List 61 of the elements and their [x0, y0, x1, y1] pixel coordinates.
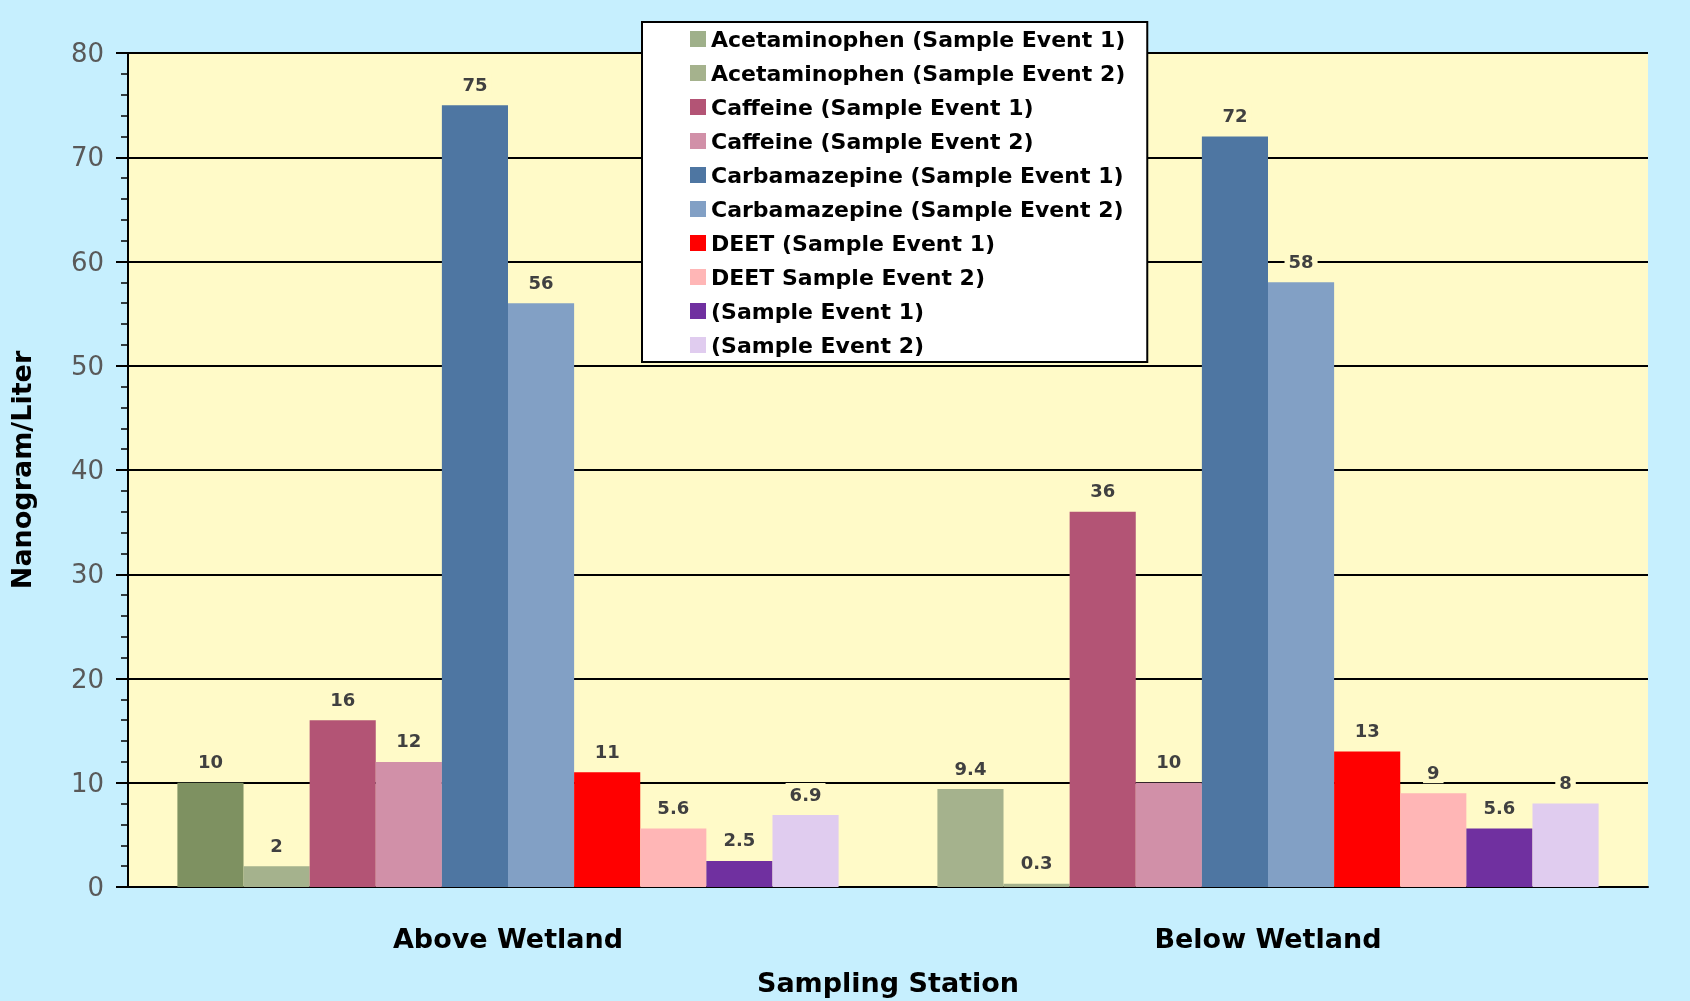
x-tick-label: Below Wetland	[1154, 923, 1382, 954]
bar	[574, 772, 641, 887]
y-tick-label: 40	[70, 455, 104, 485]
legend-label: Caffeine (Sample Event 1)	[711, 94, 1034, 120]
data-label: 8	[1559, 772, 1572, 794]
data-label: 75	[462, 73, 488, 95]
data-label: 56	[528, 271, 554, 293]
bar	[1268, 282, 1335, 887]
data-label: 10	[1156, 751, 1182, 773]
bar	[640, 828, 707, 887]
y-tick-label: 0	[87, 872, 104, 902]
data-label: 36	[1090, 480, 1116, 502]
y-tick-label: 10	[70, 767, 104, 798]
legend-label: Carbamazepine (Sample Event 2)	[711, 196, 1124, 222]
legend-label: DEET Sample Event 2)	[711, 264, 985, 290]
legend-label: Caffeine (Sample Event 2)	[711, 128, 1034, 154]
data-label: 9.4	[954, 757, 987, 779]
legend-label: (Sample Event 1)	[711, 298, 925, 324]
bar	[1466, 828, 1533, 887]
y-tick-label: 30	[70, 559, 104, 590]
data-label: 9	[1427, 761, 1440, 783]
data-label: 58	[1288, 250, 1314, 272]
bar	[772, 815, 839, 887]
bar	[309, 720, 376, 887]
data-label: 6.9	[789, 783, 822, 805]
data-label: 0.3	[1020, 852, 1053, 874]
bar	[706, 860, 773, 887]
legend-label: Carbamazepine (Sample Event 1)	[711, 162, 1124, 188]
x-axis-title: Sampling Station	[756, 967, 1020, 998]
data-label: 5.6	[1483, 797, 1516, 819]
y-tick-label: 20	[70, 663, 104, 694]
data-label: 12	[396, 730, 422, 752]
data-label: 11	[594, 740, 620, 762]
bar	[441, 105, 508, 887]
data-label: 2.5	[723, 829, 756, 851]
x-tick-label: Above Wetland	[392, 923, 624, 954]
bar	[508, 303, 575, 887]
bar	[177, 782, 244, 887]
bar	[243, 866, 310, 887]
bar	[1334, 751, 1401, 887]
y-tick-label: 60	[70, 246, 104, 277]
legend-label: Acetaminophen (Sample Event 2)	[711, 60, 1126, 86]
data-label: 10	[197, 751, 223, 773]
data-label: 16	[330, 688, 356, 710]
legend-label: Acetaminophen (Sample Event 1)	[711, 26, 1126, 52]
y-axis-title: Nanogram/Liter	[6, 350, 37, 590]
data-label: 2	[270, 834, 283, 856]
bar	[1135, 782, 1202, 887]
bar	[1201, 136, 1268, 887]
data-label: 5.6	[657, 797, 690, 819]
legend-label: DEET (Sample Event 1)	[711, 230, 996, 256]
bar	[375, 761, 442, 887]
bar	[1400, 793, 1467, 887]
legend-label: (Sample Event 2)	[711, 332, 925, 358]
y-tick-label: 70	[70, 142, 104, 173]
data-label: 72	[1222, 104, 1248, 126]
data-label: 13	[1354, 719, 1380, 741]
y-tick-label: 80	[70, 38, 104, 68]
bar	[1532, 803, 1599, 887]
bar	[1069, 511, 1136, 887]
y-tick-label: 50	[70, 350, 104, 381]
